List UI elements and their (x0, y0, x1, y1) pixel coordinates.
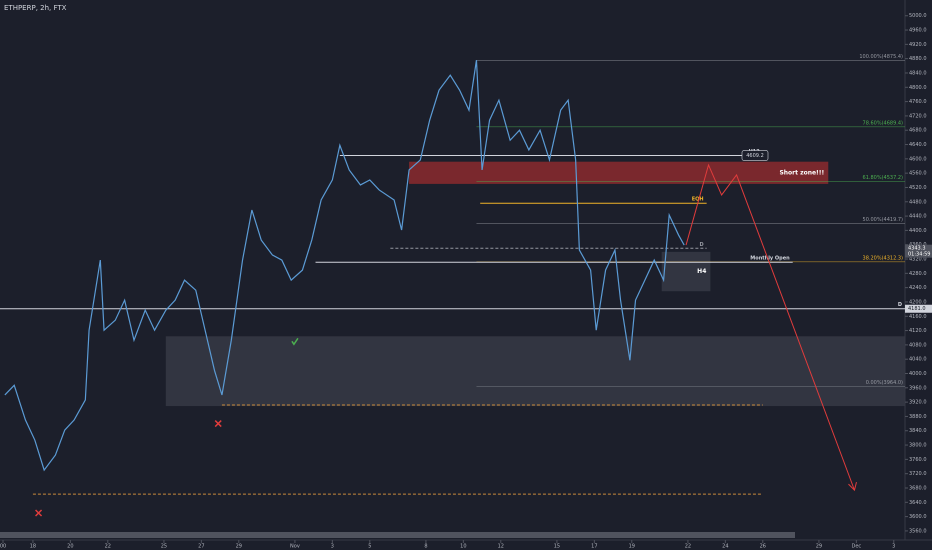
projection (685, 163, 855, 491)
cross-marker (35, 509, 43, 517)
y-tick-label: 4400.0 (909, 228, 927, 234)
y-tick-label: 4320.0 (909, 257, 927, 263)
y-tick-label: 4960.0 (909, 28, 927, 34)
x-tick-label: 3 (892, 544, 895, 550)
y-tick-label: 3560.0 (909, 528, 927, 534)
level-price-label: 4181.0 (908, 306, 926, 312)
fib-label: 61.80%(4537.2) (863, 175, 904, 181)
x-tick-label: 26 (760, 544, 766, 550)
y-tick-label: 3960.0 (909, 385, 927, 391)
y-tick-label: 3640.0 (909, 500, 927, 506)
level-label: D (898, 302, 902, 308)
x-tick-label: 3 (331, 544, 334, 550)
y-tick-label: 4920.0 (909, 42, 927, 48)
x-tick-label: 17 (591, 544, 597, 550)
x-tick-label: 20 (67, 544, 73, 550)
fib-label: 38.20%(4312.3) (863, 255, 904, 261)
scrollbar (0, 532, 795, 538)
y-tick-label: 3800.0 (909, 443, 927, 449)
level-label: D (699, 242, 703, 248)
zone (409, 161, 829, 184)
y-tick-label: 3880.0 (909, 414, 927, 420)
y-tick-label: 4160.0 (909, 314, 927, 320)
x-tick-label: 18 (30, 544, 36, 550)
check-marker (291, 337, 299, 346)
fib-label: 78.60%(4689.4) (863, 120, 904, 126)
zone-label: Short zone!!! (779, 169, 824, 176)
x-tick-label: 27 (198, 544, 204, 550)
y-tick-label: 4240.0 (909, 285, 927, 291)
price-box-label: 4609.2 (746, 153, 764, 159)
cross-marker (214, 420, 222, 428)
y-tick-label: 3920.0 (909, 400, 927, 406)
y-tick-label: 3600.0 (909, 514, 927, 520)
y-tick-label: 4720.0 (909, 113, 927, 119)
y-tick-label: 4800.0 (909, 85, 927, 91)
x-tick-label: 22 (685, 544, 691, 550)
x-tick-label: 8 (424, 544, 427, 550)
y-tick-label: 4760.0 (909, 99, 927, 105)
fib-label: 50.00%(4419.7) (863, 217, 904, 223)
fib-label: 0.00%(3964.0) (866, 380, 903, 386)
x-tick-label: 19 (629, 544, 635, 550)
zone-label: H4 (697, 268, 706, 275)
price-axis (905, 0, 932, 550)
y-tick-label: 4600.0 (909, 156, 927, 162)
x-tick-label: 10 (460, 544, 466, 550)
y-tick-label: 4280.0 (909, 271, 927, 277)
x-tick-label: 25 (161, 544, 167, 550)
y-tick-label: 4200.0 (909, 299, 927, 305)
x-tick-label: 5 (368, 544, 371, 550)
fib-label: 100.00%(4875.4) (859, 54, 903, 60)
y-tick-label: 4000.0 (909, 371, 927, 377)
last-price-box (905, 244, 932, 258)
y-tick-label: 4440.0 (909, 214, 927, 220)
x-tick-label: 15 (554, 544, 560, 550)
zone (661, 251, 711, 292)
y-tick-label: 4880.0 (909, 56, 927, 62)
countdown-label: 01:34:59 (908, 252, 930, 258)
y-tick-label: 5000.0 (909, 13, 927, 19)
y-tick-label: 3840.0 (909, 428, 927, 434)
y-tick-label: 4080.0 (909, 342, 927, 348)
level-price-box (905, 304, 932, 313)
price-line (4, 60, 685, 472)
x-tick-label: 22 (105, 544, 111, 550)
y-tick-label: 4480.0 (909, 199, 927, 205)
x-tick-label: 00 (0, 544, 6, 550)
level-label: EQH (692, 197, 704, 203)
x-tick-label: 24 (722, 544, 728, 550)
level-label: Monthly Open (750, 256, 790, 262)
y-tick-label: 3680.0 (909, 485, 927, 491)
x-tick-label: 29 (236, 544, 242, 550)
projection-arrowhead (848, 482, 857, 492)
y-tick-label: 4680.0 (909, 128, 927, 134)
y-tick-label: 4560.0 (909, 171, 927, 177)
x-tick-label: 12 (498, 544, 504, 550)
last-price-label: 4343.3 (908, 246, 926, 252)
chart-title: ETHPERP, 2h, FTX (4, 4, 67, 12)
x-tick-label: 29 (816, 544, 822, 550)
x-tick-label: Nov (290, 544, 300, 550)
y-tick-label: 4040.0 (909, 357, 927, 363)
price-box (741, 150, 769, 161)
x-tick-label: Dec (852, 544, 862, 550)
y-tick-label: 3760.0 (909, 457, 927, 463)
zone (165, 336, 905, 407)
y-tick-label: 4840.0 (909, 70, 927, 76)
y-tick-label: 4520.0 (909, 185, 927, 191)
y-tick-label: 4120.0 (909, 328, 927, 334)
y-tick-label: 3720.0 (909, 471, 927, 477)
y-tick-label: 4640.0 (909, 142, 927, 148)
